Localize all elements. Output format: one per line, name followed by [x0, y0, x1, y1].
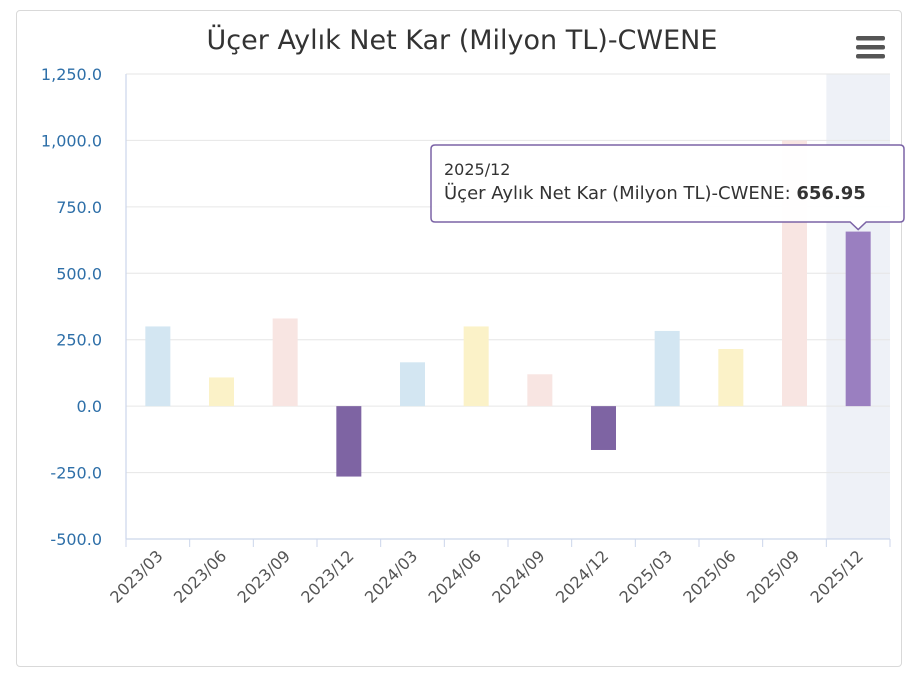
tooltip-series-label: Üçer Aylık Net Kar (Milyon TL)-CWENE:	[444, 182, 796, 204]
bar-2023-06[interactable]	[209, 377, 234, 407]
y-tick-label: 500.0	[56, 264, 102, 283]
x-tick-label: 2025/09	[743, 546, 803, 606]
bar-2024-03[interactable]	[400, 362, 425, 407]
x-tick-label: 2025/03	[616, 546, 676, 606]
y-tick-label: 250.0	[56, 331, 102, 350]
tooltip: 2025/12 Üçer Aylık Net Kar (Milyon TL)-C…	[430, 144, 905, 231]
tooltip-category: 2025/12	[444, 160, 510, 179]
bar-2025-03[interactable]	[654, 330, 680, 407]
y-tick-label: 0.0	[77, 397, 102, 416]
tooltip-line: Üçer Aylık Net Kar (Milyon TL)-CWENE: 65…	[444, 182, 866, 204]
y-tick-label: 1,250.0	[41, 65, 102, 84]
x-tick-label: 2024/03	[361, 546, 421, 606]
y-tick-label: -500.0	[50, 530, 102, 549]
bar-2024-06[interactable]	[463, 326, 489, 407]
x-tick-label: 2025/12	[807, 546, 867, 606]
bar-2025-06[interactable]	[718, 349, 744, 407]
bar-2025-12[interactable]	[845, 231, 871, 407]
tooltip-value: 656.95	[796, 183, 865, 204]
x-tick-label: 2024/12	[552, 546, 612, 606]
x-tick-label: 2024/09	[488, 546, 548, 606]
x-tick-label: 2025/06	[679, 546, 739, 606]
x-tick-label: 2023/09	[234, 546, 294, 606]
y-tick-label: 750.0	[56, 198, 102, 217]
bar-2024-12[interactable]	[591, 406, 616, 450]
bar-2023-03[interactable]	[145, 326, 171, 407]
bar-2023-09[interactable]	[272, 318, 298, 407]
bar-2023-12[interactable]	[336, 406, 362, 477]
hamburger-menu-icon	[856, 36, 885, 59]
x-tick-label: 2023/06	[170, 546, 230, 606]
x-tick-label: 2024/06	[425, 546, 485, 606]
x-tick-label: 2023/03	[106, 546, 166, 606]
chart-title: Üçer Aylık Net Kar (Milyon TL)-CWENE	[207, 24, 718, 56]
chart-menu-button[interactable]	[852, 30, 890, 64]
tooltip-box	[430, 144, 905, 231]
y-tick-label: 1,000.0	[41, 131, 102, 150]
bar-2024-09[interactable]	[527, 374, 553, 407]
y-tick-label: -250.0	[50, 464, 102, 483]
x-tick-label: 2023/12	[297, 546, 357, 606]
